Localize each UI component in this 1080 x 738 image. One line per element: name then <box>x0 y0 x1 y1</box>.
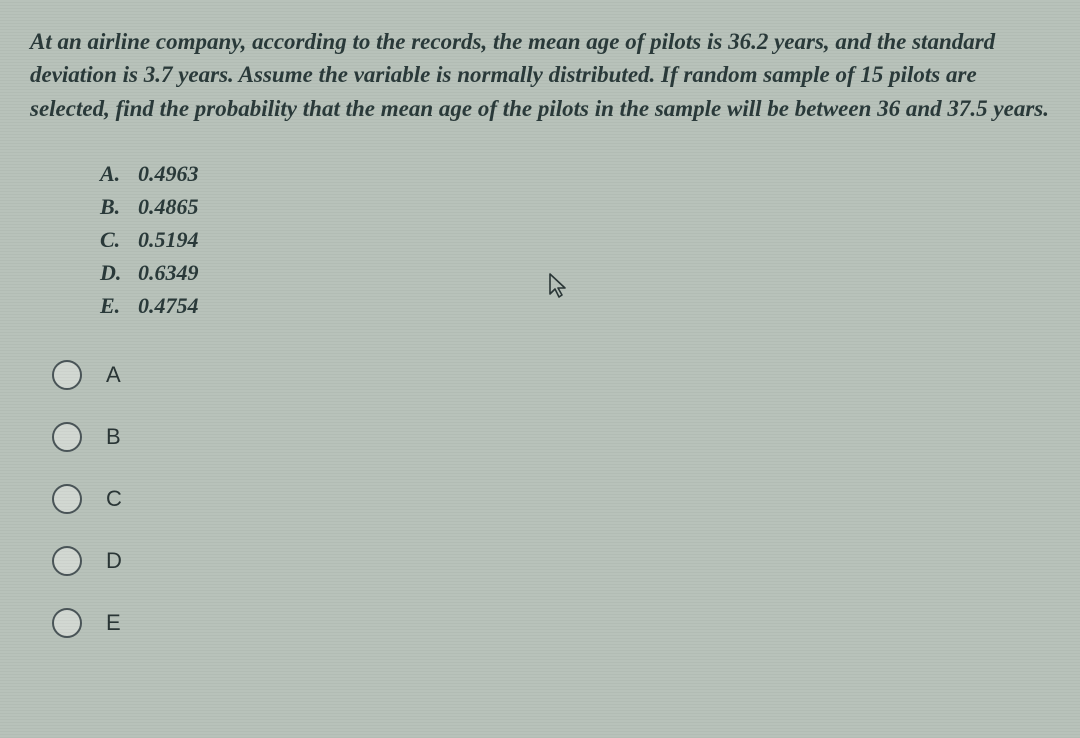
option-a: A. 0.4963 <box>100 157 1050 190</box>
option-letter: C. <box>100 223 138 256</box>
options-list: A. 0.4963 B. 0.4865 C. 0.5194 D. 0.6349 … <box>100 157 1050 322</box>
radio-label: B <box>106 424 121 450</box>
question-text: At an airline company, according to the … <box>30 25 1050 125</box>
option-value: 0.4865 <box>138 190 199 223</box>
option-letter: B. <box>100 190 138 223</box>
radio-label: D <box>106 548 122 574</box>
option-d: D. 0.6349 <box>100 256 1050 289</box>
radio-option-b[interactable]: B <box>52 422 1050 452</box>
option-letter: A. <box>100 157 138 190</box>
option-value: 0.4754 <box>138 289 199 322</box>
option-value: 0.5194 <box>138 223 199 256</box>
option-b: B. 0.4865 <box>100 190 1050 223</box>
radio-label: E <box>106 610 121 636</box>
option-c: C. 0.5194 <box>100 223 1050 256</box>
radio-circle-icon <box>52 360 82 390</box>
radio-label: A <box>106 362 121 388</box>
radio-option-d[interactable]: D <box>52 546 1050 576</box>
option-e: E. 0.4754 <box>100 289 1050 322</box>
option-value: 0.6349 <box>138 256 199 289</box>
option-letter: D. <box>100 256 138 289</box>
radio-option-e[interactable]: E <box>52 608 1050 638</box>
option-letter: E. <box>100 289 138 322</box>
radio-circle-icon <box>52 608 82 638</box>
radio-option-c[interactable]: C <box>52 484 1050 514</box>
radio-label: C <box>106 486 122 512</box>
radio-circle-icon <box>52 546 82 576</box>
radio-option-a[interactable]: A <box>52 360 1050 390</box>
radio-group: A B C D E <box>52 360 1050 638</box>
radio-circle-icon <box>52 422 82 452</box>
option-value: 0.4963 <box>138 157 199 190</box>
radio-circle-icon <box>52 484 82 514</box>
cursor-icon <box>548 272 568 300</box>
